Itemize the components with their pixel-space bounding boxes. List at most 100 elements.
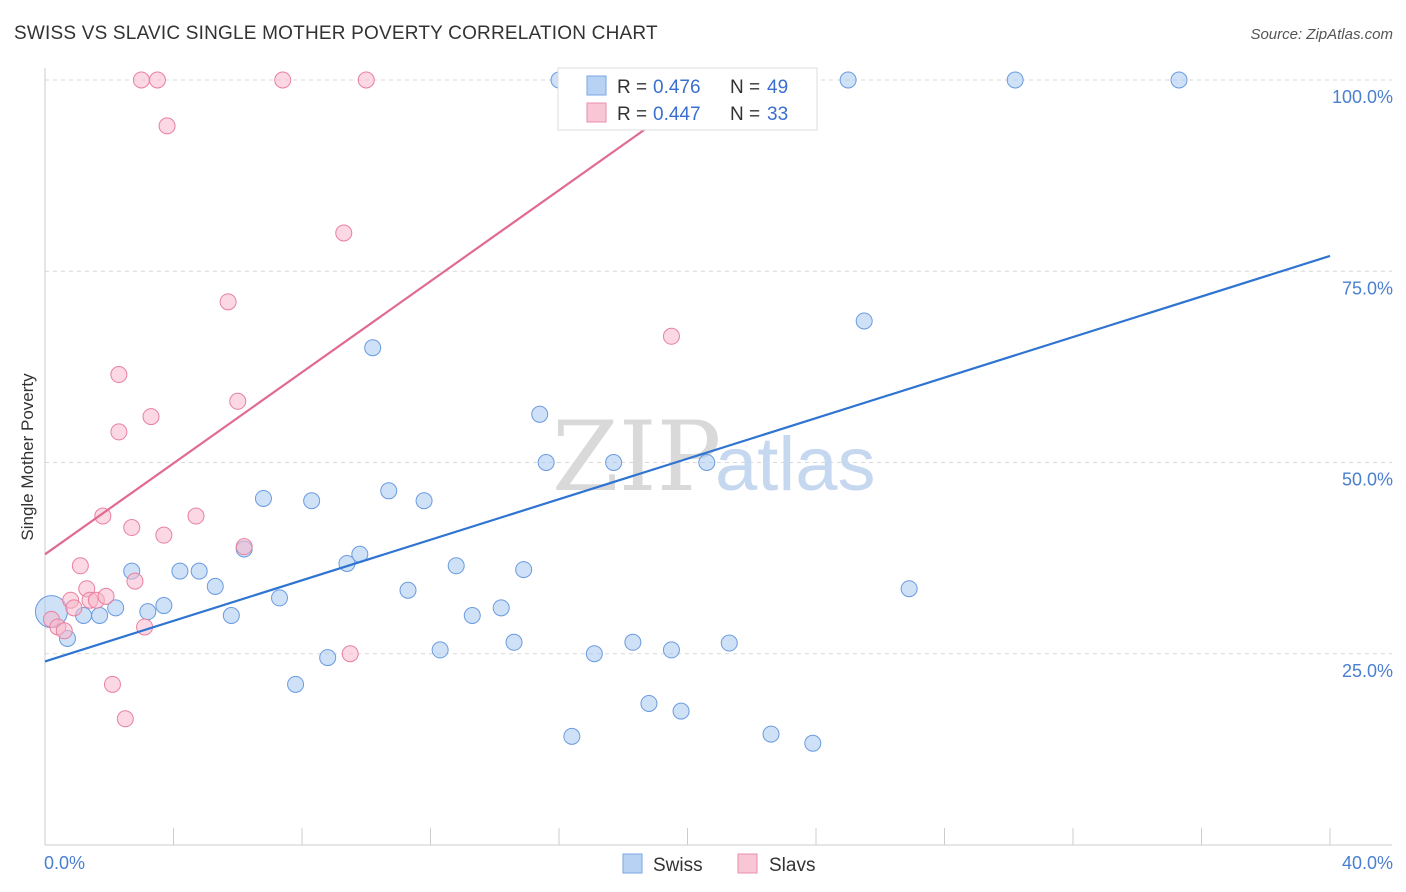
slavs-r-label: R = bbox=[617, 104, 647, 125]
slavs-point bbox=[126, 572, 144, 590]
swiss-point bbox=[698, 454, 716, 471]
swiss-point bbox=[505, 633, 523, 651]
slavs-point bbox=[110, 423, 128, 441]
gridlines bbox=[45, 79, 1392, 655]
swiss-n-label: N = bbox=[730, 77, 760, 98]
swiss-n-value: 49 bbox=[767, 77, 788, 98]
swiss-point bbox=[271, 589, 289, 607]
slavs-point bbox=[229, 392, 247, 410]
slavs-n-value: 33 bbox=[767, 104, 788, 125]
y-tick-label-25: 25.0% bbox=[1342, 661, 1393, 681]
swiss-point bbox=[839, 71, 857, 89]
swiss-point bbox=[415, 492, 433, 510]
swiss-point bbox=[287, 675, 305, 693]
swiss-point bbox=[222, 607, 240, 624]
slavs-point bbox=[158, 117, 176, 135]
slavs-series-legend-label: Slavs bbox=[769, 855, 815, 876]
slavs-point bbox=[357, 71, 375, 89]
swiss-point bbox=[206, 577, 224, 595]
y-axis-label: Single Mother Poverty bbox=[18, 373, 37, 541]
swiss-series-legend-swatch bbox=[622, 853, 643, 874]
scatter-points bbox=[34, 71, 1188, 752]
y-tick-label-100: 100.0% bbox=[1332, 87, 1393, 107]
swiss-series-legend-label: Swiss bbox=[653, 855, 703, 876]
slavs-point bbox=[132, 71, 150, 89]
y-tick-labels: 25.0% 50.0% 75.0% 100.0% bbox=[1332, 87, 1393, 681]
swiss-point bbox=[364, 339, 382, 357]
slavs-point bbox=[235, 538, 253, 556]
slavs-n-label: N = bbox=[730, 104, 760, 125]
slavs-point bbox=[662, 327, 680, 345]
slavs-point bbox=[187, 507, 205, 525]
slavs-point bbox=[116, 710, 134, 728]
swiss-point bbox=[1006, 71, 1024, 89]
slavs-point bbox=[65, 599, 83, 617]
slavs-point bbox=[110, 366, 128, 384]
swiss-point bbox=[855, 312, 873, 330]
swiss-point bbox=[672, 702, 690, 720]
slavs-r-value: 0.447 bbox=[653, 104, 701, 125]
swiss-point bbox=[463, 607, 481, 624]
slavs-point bbox=[341, 645, 359, 663]
slavs-point bbox=[155, 526, 173, 544]
x-tick-label-right: 40.0% bbox=[1342, 853, 1393, 873]
swiss-point bbox=[171, 562, 189, 580]
slavs-point bbox=[55, 622, 73, 640]
swiss-point bbox=[91, 607, 109, 624]
slavs-point bbox=[142, 408, 160, 426]
x-axis-ticks bbox=[173, 828, 1331, 845]
trend-lines bbox=[44, 109, 1331, 663]
slavs-point bbox=[71, 557, 89, 575]
slavs-point bbox=[148, 71, 166, 89]
swiss-point bbox=[624, 633, 642, 651]
swiss-point bbox=[492, 599, 510, 617]
swiss-point bbox=[107, 599, 125, 617]
slavs-point bbox=[97, 587, 115, 605]
swiss-point bbox=[531, 405, 549, 423]
swiss-point bbox=[303, 492, 321, 510]
swiss-point bbox=[254, 489, 272, 507]
swiss-point bbox=[380, 482, 398, 500]
stats-legend: R = 0.476 N = 49 R = 0.447 N = 33 bbox=[557, 67, 818, 131]
swiss-point bbox=[537, 454, 555, 471]
chart-source: Source: ZipAtlas.com bbox=[1250, 26, 1393, 43]
swiss-point bbox=[190, 562, 208, 580]
swiss-point bbox=[139, 603, 157, 621]
watermark-atlas: atlas bbox=[715, 422, 876, 507]
swiss-trend-line bbox=[44, 254, 1331, 663]
swiss-point bbox=[762, 725, 780, 743]
slavs-legend-swatch bbox=[586, 102, 607, 123]
chart-title: SWISS VS SLAVIC SINGLE MOTHER POVERTY CO… bbox=[14, 23, 658, 44]
slavs-point bbox=[274, 71, 292, 89]
y-tick-label-50: 50.0% bbox=[1342, 470, 1393, 490]
swiss-point bbox=[804, 734, 822, 752]
slavs-point bbox=[94, 507, 112, 525]
swiss-point bbox=[431, 641, 449, 659]
x-tick-label-left: 0.0% bbox=[44, 853, 85, 873]
swiss-r-label: R = bbox=[617, 77, 647, 98]
swiss-point bbox=[640, 694, 658, 712]
slavs-point bbox=[103, 675, 121, 693]
swiss-point bbox=[399, 581, 417, 599]
series-legend: Swiss Slavs bbox=[622, 853, 815, 876]
y-tick-label-75: 75.0% bbox=[1342, 278, 1393, 298]
swiss-point bbox=[447, 557, 465, 575]
swiss-point bbox=[720, 634, 738, 652]
swiss-point bbox=[605, 454, 623, 471]
swiss-legend-swatch bbox=[586, 75, 607, 96]
swiss-point bbox=[319, 649, 337, 667]
swiss-point bbox=[563, 727, 581, 745]
swiss-point bbox=[515, 561, 533, 579]
slavs-point bbox=[335, 224, 353, 242]
slavs-series-legend-swatch bbox=[737, 853, 758, 874]
swiss-point bbox=[585, 645, 603, 663]
swiss-point bbox=[155, 597, 173, 615]
slavs-trend-line bbox=[44, 109, 673, 556]
slavs-point bbox=[219, 293, 237, 311]
swiss-r-value: 0.476 bbox=[653, 77, 701, 98]
slavs-point bbox=[123, 519, 141, 537]
swiss-point bbox=[662, 641, 680, 659]
swiss-point bbox=[900, 580, 918, 598]
swiss-point bbox=[1170, 71, 1188, 89]
